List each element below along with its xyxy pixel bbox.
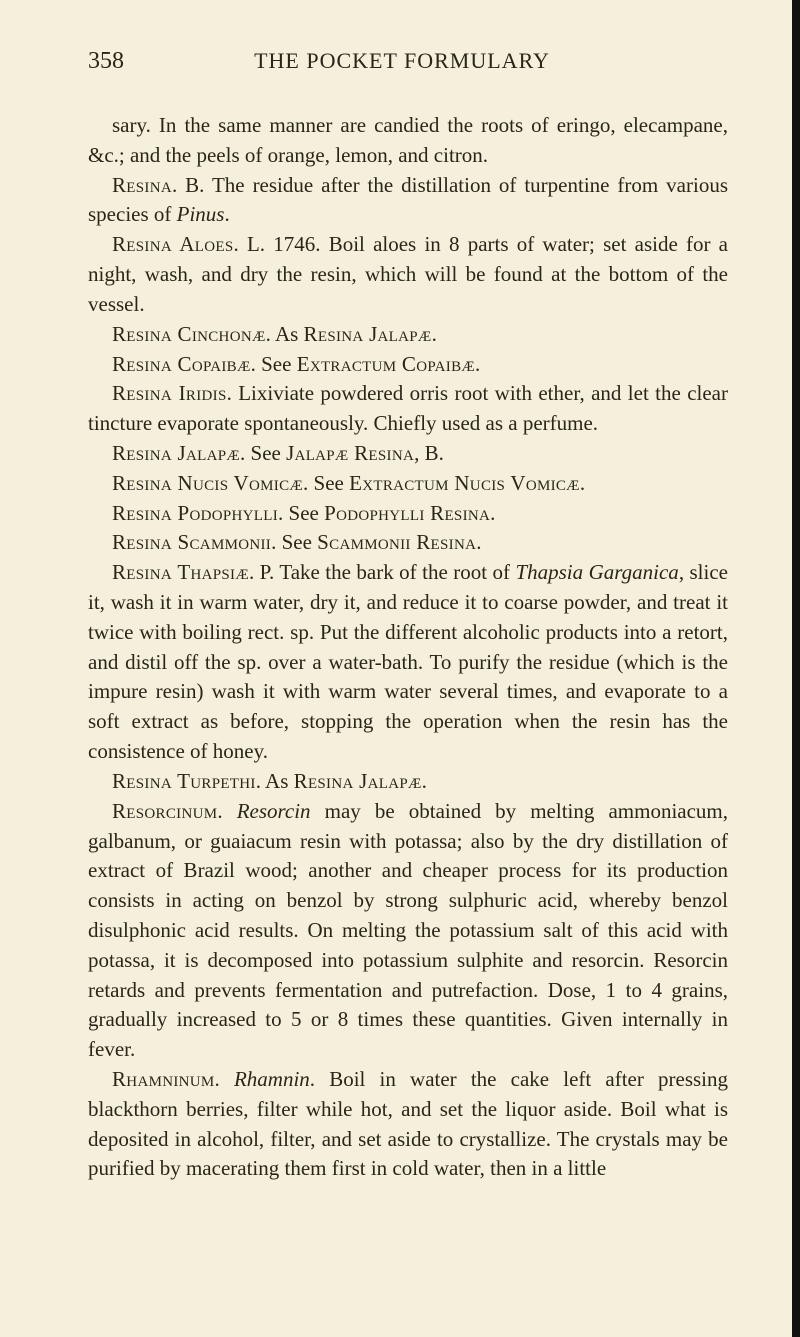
- page-container: 358 THE POCKET FORMULARY sary. In the sa…: [0, 0, 800, 1232]
- text: .: [476, 530, 481, 554]
- entry-rhamninum: Rhamninum. Rhamnin. Boil in water the ca…: [88, 1065, 728, 1184]
- entry-xref: Extractum Copaibæ: [297, 352, 475, 376]
- latin-name: Pinus: [177, 202, 225, 226]
- text: may be obtained by melting ammoniacum, g…: [88, 799, 728, 1062]
- text: .: [490, 501, 495, 525]
- entry-resina-copaibae: Resina Copaibæ. See Extractum Copaibæ.: [88, 350, 728, 380]
- entry-head: Resina Podophylli: [112, 501, 278, 525]
- text: .: [215, 1067, 234, 1091]
- entry-xref: Extractum Nucis Vomicæ: [349, 471, 580, 495]
- text: .: [422, 769, 427, 793]
- entry-xref: Jalapæ Resina: [286, 441, 414, 465]
- text: .: [217, 799, 236, 823]
- entry-resorcinum: Resorcinum. Resorcin may be obtained by …: [88, 797, 728, 1065]
- entry-xref: Podophylli Resina: [324, 501, 490, 525]
- entry-resina-nucis-vomicae: Resina Nucis Vomicæ. See Extractum Nucis…: [88, 469, 728, 499]
- scan-edge: [792, 0, 800, 1337]
- latin-name: Thapsia Garganica: [515, 560, 678, 584]
- para-continuation: sary. In the same manner are candied the…: [88, 111, 728, 171]
- text: , slice it, wash it in warm water, dry i…: [88, 560, 728, 763]
- entry-resina-jalapae: Resina Jalapæ. See Jalapæ Resina, B.: [88, 439, 728, 469]
- entry-head: Resina Iridis: [112, 381, 227, 405]
- page-header: 358 THE POCKET FORMULARY: [88, 48, 728, 75]
- entry-resina-scammonii: Resina Scammonii. See Scammonii Resina.: [88, 528, 728, 558]
- entry-head: Resina Nucis Vomicæ: [112, 471, 303, 495]
- text: .: [224, 202, 229, 226]
- latin-name: Rhamnin: [234, 1067, 310, 1091]
- entry-head: Resina Thapsiæ: [112, 560, 249, 584]
- text: . As: [266, 322, 304, 346]
- entry-head: Resorcinum: [112, 799, 217, 823]
- page-title: THE POCKET FORMULARY: [76, 48, 728, 74]
- text: .: [580, 471, 585, 495]
- entry-head: Resina Jalapæ: [112, 441, 240, 465]
- entry-xref: Scammonii Resina: [317, 530, 476, 554]
- entry-head: Rhamninum: [112, 1067, 215, 1091]
- text: . As: [256, 769, 294, 793]
- entry-head: Resina Scammonii: [112, 530, 271, 554]
- entry-head: Resina Aloes: [112, 232, 234, 256]
- entry-head: Resina Turpethi: [112, 769, 256, 793]
- entry-xref: Resina Jalapæ: [304, 322, 432, 346]
- text: . See: [240, 441, 286, 465]
- text: . P. Take the bark of the root of: [249, 560, 515, 584]
- entry-resina-podophylli: Resina Podophylli. See Podophylli Resina…: [88, 499, 728, 529]
- entry-resina-cinchonae: Resina Cinchonæ. As Resina Jalapæ.: [88, 320, 728, 350]
- text: , B.: [414, 441, 444, 465]
- entry-head: Resina Cinchonæ: [112, 322, 266, 346]
- body-text: sary. In the same manner are candied the…: [88, 111, 728, 1184]
- entry-head: Resina: [112, 173, 172, 197]
- entry-resina-turpethi: Resina Turpethi. As Resina Jalapæ.: [88, 767, 728, 797]
- entry-resina-aloes: Resina Aloes. L. 1746. Boil aloes in 8 p…: [88, 230, 728, 319]
- text: . See: [278, 501, 324, 525]
- entry-resina-iridis: Resina Iridis. Lixiviate powdered orris …: [88, 379, 728, 439]
- entry-resina-thapsiae: Resina Thapsiæ. P. Take the bark of the …: [88, 558, 728, 767]
- text: . See: [303, 471, 349, 495]
- entry-resina: Resina. B. The residue after the distill…: [88, 171, 728, 231]
- text: .: [432, 322, 437, 346]
- text: .: [475, 352, 480, 376]
- text: . See: [251, 352, 297, 376]
- latin-name: Resorcin: [237, 799, 311, 823]
- text: sary. In the same manner are candied the…: [88, 113, 728, 167]
- entry-xref: Resina Jalapæ: [294, 769, 422, 793]
- text: . See: [271, 530, 317, 554]
- entry-head: Resina Copaibæ: [112, 352, 251, 376]
